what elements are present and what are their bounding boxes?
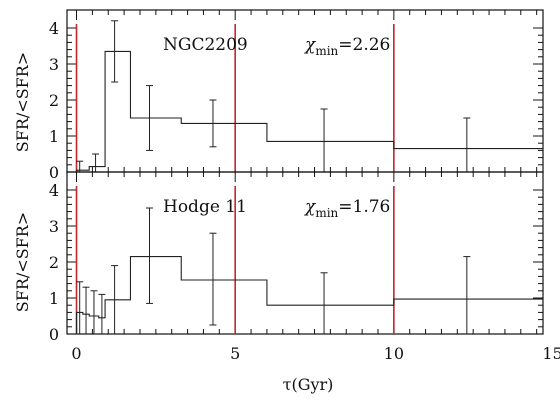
y-tick-label: 2 (49, 253, 59, 272)
x-tick-label: 5 (230, 344, 240, 363)
panel-ngc2209: 0 1 2 3 4 (49, 9, 544, 182)
y-tick-label: 0 (49, 325, 59, 344)
y-tick-label: 3 (49, 55, 59, 74)
x-tick-label: 0 (71, 344, 81, 363)
y-tick-label: 3 (49, 217, 59, 236)
x-axis-label: τ(Gyr) (283, 375, 334, 394)
y-tick-label: 4 (49, 181, 59, 200)
stat-subscript: min (315, 206, 338, 220)
stat-value: =2.26 (338, 35, 390, 55)
stat-symbol: χ (304, 35, 317, 55)
x-tick-label: 15 (542, 344, 560, 363)
stat-value: =1.76 (338, 197, 390, 217)
y-axis-label-top: SFR/<SFR> (13, 52, 32, 152)
stat-symbol: χ (304, 197, 317, 217)
sfr-step-line (75, 50, 543, 172)
y-tick-label: 4 (49, 19, 59, 38)
plot-frame (66, 171, 544, 335)
panel-hodge11: 0 1 2 3 4 0 5 10 15 (49, 171, 560, 363)
panel-title-hodge11: Hodge 11 (163, 197, 247, 217)
y-tick-label: 1 (49, 127, 59, 146)
sfr-step-line (75, 256, 543, 334)
panel-title-ngc2209: NGC2209 (163, 35, 248, 55)
y-tick-label: 2 (49, 91, 59, 110)
y-tick-label: 1 (49, 289, 59, 308)
y-tick-label: 0 (49, 163, 59, 182)
stat-label-hodge11: χmin=1.76 (304, 197, 390, 220)
stat-label-ngc2209: χmin=2.26 (304, 35, 390, 58)
x-tick-label: 10 (384, 344, 404, 363)
stat-subscript: min (315, 44, 338, 58)
y-axis-label-bottom: SFR/<SFR> (13, 212, 32, 312)
